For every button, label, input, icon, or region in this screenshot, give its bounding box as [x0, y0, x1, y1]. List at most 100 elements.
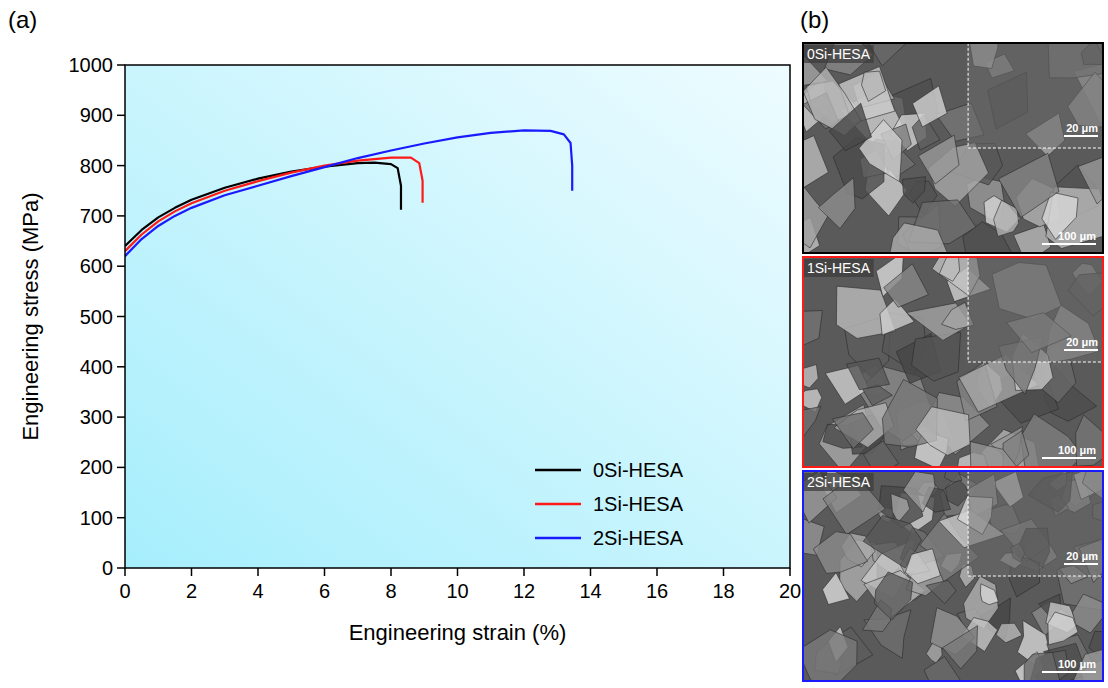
x-tick	[124, 568, 126, 576]
x-tick-label: 16	[646, 580, 668, 602]
x-tick-label: 10	[446, 580, 468, 602]
image-border	[803, 43, 1103, 253]
scale-bar	[1042, 457, 1096, 459]
texture-facet	[802, 188, 828, 248]
x-tick	[590, 568, 592, 576]
y-tick	[117, 567, 125, 569]
inset-scale-bar	[1064, 563, 1098, 565]
sem-image: 20 μm 100 μm	[802, 256, 1104, 468]
texture-facet	[802, 630, 857, 682]
x-tick-label: 4	[252, 580, 263, 602]
legend-swatch	[535, 469, 581, 472]
inset-scale-label: 20 μm	[1066, 122, 1098, 134]
texture-facet	[802, 365, 818, 389]
y-tick-label: 200	[80, 456, 113, 478]
y-tick-label: 300	[80, 406, 113, 428]
x-tick	[324, 568, 326, 576]
texture-facet	[818, 178, 855, 229]
y-tick	[117, 265, 125, 267]
sem-image: 20 μm 100 μm	[802, 470, 1104, 682]
plot-background	[125, 65, 790, 568]
image-label-bg	[804, 473, 874, 491]
y-tick	[117, 316, 125, 318]
texture-facet	[802, 311, 822, 345]
x-tick-label: 18	[712, 580, 734, 602]
texture-facet	[813, 532, 867, 574]
x-axis-title: Engineering strain (%)	[349, 620, 567, 645]
y-tick-label: 400	[80, 356, 113, 378]
sem-image: 20 μm 100 μm	[802, 42, 1104, 254]
x-tick	[723, 568, 725, 576]
inset-frame	[968, 42, 1104, 148]
legend-swatch	[535, 503, 581, 506]
panel-label: (a)	[8, 6, 37, 33]
y-tick-label: 0	[102, 557, 113, 579]
image-label-bg	[804, 45, 874, 63]
texture-facet	[970, 441, 1017, 468]
x-tick-label: 0	[119, 580, 130, 602]
scale-bar	[1042, 243, 1096, 245]
scale-bar	[1042, 671, 1096, 673]
texture-facet	[918, 135, 959, 184]
x-tick	[257, 568, 259, 576]
legend-label: 0Si-HESA	[593, 459, 684, 481]
inset-scale-label: 20 μm	[1066, 550, 1098, 562]
x-tick	[523, 568, 525, 576]
texture-facet	[1021, 414, 1083, 468]
x-tick	[789, 568, 791, 576]
x-tick-label: 6	[319, 580, 330, 602]
inset-frame	[968, 470, 1104, 576]
texture-facet	[823, 573, 850, 605]
y-tick	[117, 366, 125, 368]
texture-facet	[891, 494, 910, 523]
y-tick-label: 900	[80, 104, 113, 126]
scale-label: 100 μm	[1058, 658, 1096, 670]
panel-label: (b)	[800, 6, 829, 33]
x-tick	[656, 568, 658, 576]
texture-facet	[1078, 152, 1104, 204]
texture-facet	[875, 572, 913, 620]
x-tick-label: 8	[385, 580, 396, 602]
y-tick-label: 100	[80, 507, 113, 529]
y-tick-label: 600	[80, 255, 113, 277]
texture-facet	[846, 358, 889, 390]
texture-facet	[980, 584, 998, 605]
y-tick	[117, 517, 125, 519]
texture-facet	[887, 223, 948, 254]
x-tick	[390, 568, 392, 576]
texture-facet	[862, 71, 886, 101]
figure: (a) 0 100 200 300 400 500 600 700 800 900 1000 0 2 4 6 8…	[0, 0, 1108, 688]
texture-facet	[802, 407, 821, 437]
legend-label: 1Si-HESA	[593, 493, 684, 515]
y-tick-label: 800	[80, 155, 113, 177]
image-border	[803, 257, 1103, 467]
plot-frame	[125, 65, 790, 568]
y-axis-title: Engineering stress (MPa)	[18, 192, 43, 440]
y-tick	[117, 64, 125, 66]
texture-facet	[864, 441, 899, 468]
inset-scale-label: 20 μm	[1066, 336, 1098, 348]
texture-facet	[1014, 225, 1051, 255]
scale-label: 100 μm	[1058, 444, 1096, 456]
texture-facet	[939, 256, 959, 281]
texture-facet	[916, 407, 970, 456]
texture-facet	[905, 549, 940, 584]
x-tick-label: 14	[579, 580, 601, 602]
image-label-bg	[804, 259, 874, 277]
scale-label: 100 μm	[1058, 230, 1096, 242]
y-tick-label: 500	[80, 306, 113, 328]
inset-frame	[968, 256, 1104, 362]
texture-facet	[1072, 594, 1102, 633]
y-tick-label: 700	[80, 205, 113, 227]
y-tick	[117, 165, 125, 167]
texture-facet	[996, 623, 1022, 643]
texture-facet	[884, 264, 929, 307]
texture-facet	[912, 332, 961, 381]
legend-label: 2Si-HESA	[593, 527, 684, 549]
texture-facet	[943, 626, 978, 669]
series-line	[125, 158, 423, 252]
x-tick-label: 2	[186, 580, 197, 602]
y-tick-label: 1000	[69, 54, 114, 76]
image-label: 0Si-HESA	[807, 46, 871, 62]
texture-facet	[999, 153, 1060, 217]
